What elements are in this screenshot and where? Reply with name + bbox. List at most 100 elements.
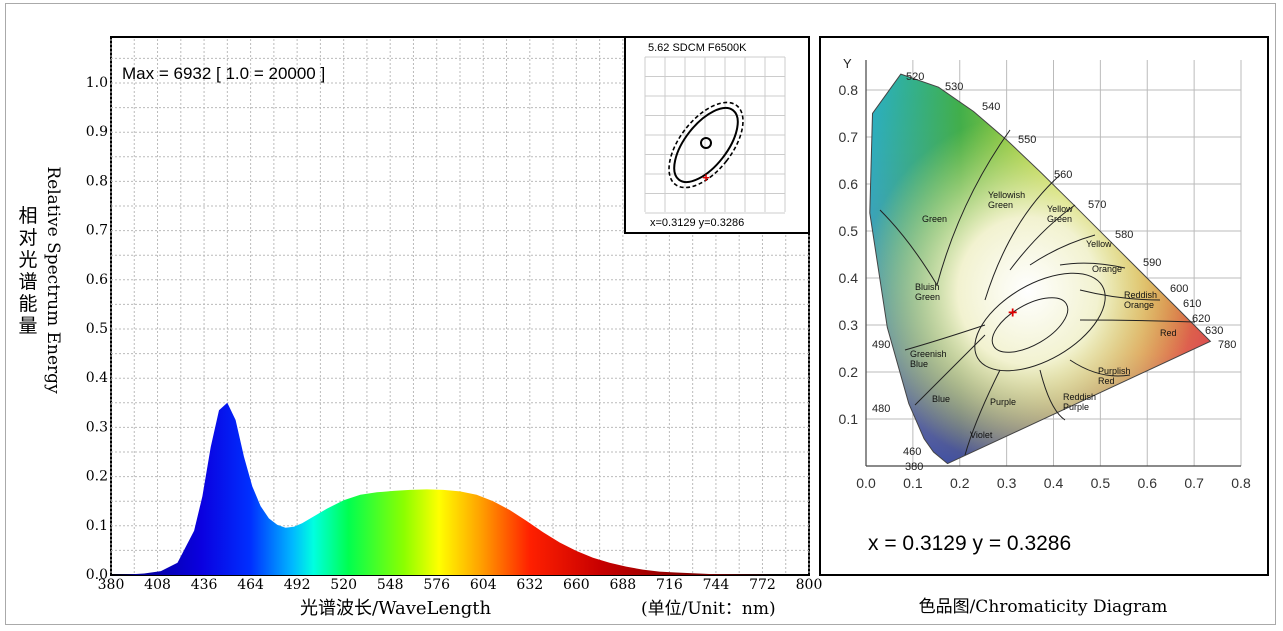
cie-y-tick: 0.7 xyxy=(839,129,859,145)
cie-y-tick: 0.3 xyxy=(839,317,859,333)
wavelength-label: 630 xyxy=(1205,325,1223,337)
y-label-char: 量 xyxy=(18,316,37,337)
cie-coords: x = 0.3129 y = 0.3286 xyxy=(868,532,1071,555)
wavelength-label: 530 xyxy=(945,81,963,93)
cie-x-tick: 0.2 xyxy=(950,475,970,491)
y-label-char: 相 xyxy=(18,205,37,227)
y-axis-label-en: Relative Spectrum Energy xyxy=(43,166,63,394)
region-label: Orange xyxy=(1092,264,1122,274)
region-label: Greenish Blue xyxy=(910,349,947,369)
cie-diagram: 0.1 0.2 0.3 0.4 0.5 0.6 0.7 0.8 0.0 0.1 0.2 0.3 0.4… xyxy=(819,36,1269,617)
wavelength-label: 780 xyxy=(1218,339,1236,351)
wavelength-label: 560 xyxy=(1054,169,1072,181)
wavelength-label: 550 xyxy=(1018,134,1036,146)
y-tick-label: 0.7 xyxy=(86,223,108,239)
region-labels: Green Yellowish Green Yellow Green Yellow Oran… xyxy=(910,190,1177,440)
spectral-locus xyxy=(869,73,1212,465)
wavelength-label: 570 xyxy=(1088,199,1106,211)
y-tick-label: 0.4 xyxy=(86,370,108,386)
unit-label: (单位/Unit：nm) xyxy=(641,599,776,619)
x-tick-label: 408 xyxy=(144,577,171,593)
y-tick-label: 0.3 xyxy=(86,419,108,435)
cie-x-tick: 0.7 xyxy=(1184,475,1204,491)
wavelength-label: 480 xyxy=(872,403,890,415)
spectrum-chart: 0.0 0.1 0.2 0.3 0.4 0.5 0.6 0.7 0.8 0.9 1.0 380 408… xyxy=(18,36,823,619)
cie-y-tick-labels: 0.1 0.2 0.3 0.4 0.5 0.6 0.7 0.8 xyxy=(839,82,859,427)
wavelength-label: 380 xyxy=(905,461,923,473)
region-label: Yellow Green xyxy=(1047,204,1073,224)
cie-x-tick: 0.8 xyxy=(1231,475,1251,491)
window-frame xyxy=(5,3,1276,625)
sdcm-inset: 5.62 SDCM F6500K + x=0.3129 y=0.3286 xyxy=(624,36,810,234)
wavelength-label: 610 xyxy=(1183,298,1201,310)
wavelength-label: 490 xyxy=(872,339,890,351)
y-tick-label: 0.8 xyxy=(86,173,108,189)
region-label: Violet xyxy=(970,430,993,440)
x-tick-label: 716 xyxy=(656,577,683,593)
x-tick-label: 380 xyxy=(98,577,125,593)
max-annotation: Max = 6932 [ 1.0 = 20000 ] xyxy=(122,64,325,83)
region-label: Purple xyxy=(990,397,1016,407)
wavelength-label: 460 xyxy=(903,446,921,458)
y-label-char: 光 xyxy=(18,249,37,271)
region-label: Red xyxy=(1160,328,1177,338)
x-tick-label: 800 xyxy=(796,577,823,593)
x-tick-label: 744 xyxy=(703,577,730,593)
region-label: Yellowish Green xyxy=(988,190,1025,210)
y-tick-label: 0.2 xyxy=(86,469,108,485)
y-label-char: 对 xyxy=(18,227,37,249)
cie-y-tick: 0.6 xyxy=(839,176,859,192)
y-tick-label: 0.5 xyxy=(86,321,108,337)
cie-x-tick: 0.1 xyxy=(903,475,923,491)
cie-y-axis-label: Y xyxy=(843,56,852,71)
x-tick-label: 688 xyxy=(609,577,636,593)
x-tick-label: 772 xyxy=(749,577,776,593)
wavelength-label: 620 xyxy=(1192,313,1210,325)
region-label: Purplish Red xyxy=(1098,366,1131,386)
y-label-char: 谱 xyxy=(18,271,37,293)
inset-coords: x=0.3129 y=0.3286 xyxy=(650,217,744,229)
x-tick-label: 436 xyxy=(191,577,218,593)
spectrum-area xyxy=(111,402,809,575)
cie-y-tick: 0.8 xyxy=(839,82,859,98)
x-tick-label: 576 xyxy=(423,577,450,593)
cie-y-tick: 0.4 xyxy=(839,270,859,286)
cie-x-tick: 0.0 xyxy=(856,475,876,491)
target-point xyxy=(700,137,712,149)
ellipse-inner xyxy=(673,106,739,184)
y-tick-label: 0.0 xyxy=(86,567,108,583)
y-tick-labels: 0.0 0.1 0.2 0.3 0.4 0.5 0.6 0.7 0.8 0.9 1.0 xyxy=(86,75,108,583)
region-label: Blue xyxy=(932,394,950,404)
x-tick-label: 604 xyxy=(470,577,497,593)
measured-point-marker: + xyxy=(702,170,710,185)
cie-x-tick: 0.5 xyxy=(1091,475,1111,491)
cie-x-tick: 0.3 xyxy=(997,475,1017,491)
wavelength-label: 580 xyxy=(1115,229,1133,241)
cie-y-tick: 0.2 xyxy=(839,364,859,380)
region-label: Green xyxy=(922,214,947,224)
x-tick-label: 548 xyxy=(377,577,404,593)
ellipse-outer xyxy=(668,101,744,189)
x-tick-label: 464 xyxy=(237,577,264,593)
wavelength-label: 520 xyxy=(906,71,924,83)
x-tick-label: 632 xyxy=(516,577,543,593)
cie-y-tick: 0.5 xyxy=(839,223,859,239)
y-label-char: 能 xyxy=(18,293,37,315)
wavelength-label: 590 xyxy=(1143,257,1161,269)
y-tick-label: 1.0 xyxy=(86,75,108,91)
region-label: Reddish Orange xyxy=(1124,290,1157,310)
cie-x-tick: 0.6 xyxy=(1138,475,1158,491)
region-label: Bluish Green xyxy=(915,282,940,302)
cie-caption: 色品图/Chromaticity Diagram xyxy=(919,597,1168,617)
inset-grid xyxy=(644,56,786,214)
region-label: Reddish Purple xyxy=(1063,392,1096,412)
wavelength-label: 600 xyxy=(1170,283,1188,295)
x-tick-label: 520 xyxy=(330,577,357,593)
y-tick-label: 0.6 xyxy=(86,272,108,288)
inset-title: 5.62 SDCM F6500K xyxy=(648,42,747,54)
region-label: Yellow xyxy=(1086,239,1112,249)
y-tick-label: 0.1 xyxy=(86,518,108,534)
x-tick-label: 660 xyxy=(563,577,590,593)
